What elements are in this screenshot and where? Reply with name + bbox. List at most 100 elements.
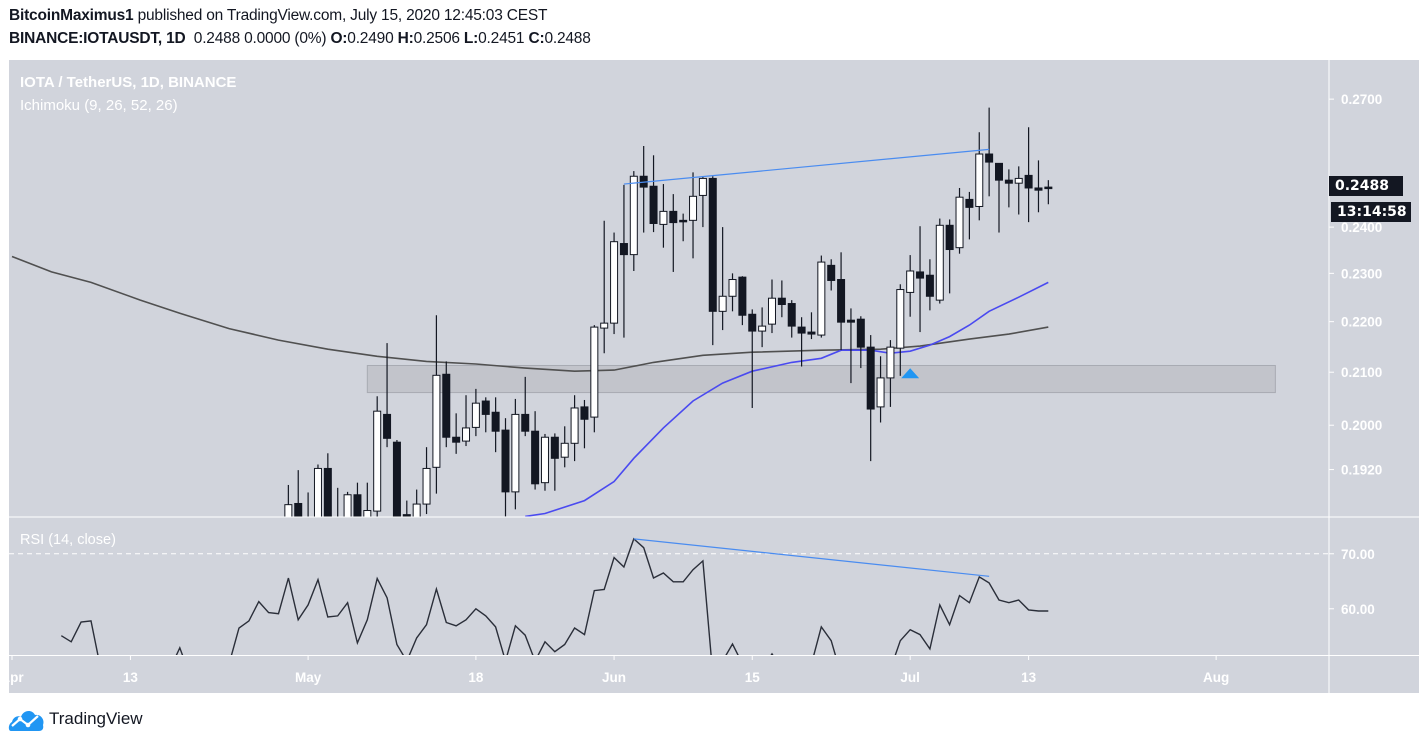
candle[interactable] xyxy=(1034,160,1043,213)
price-tick-label: 0.1920 xyxy=(1341,463,1382,478)
indicator-legend[interactable]: Ichimoku (9, 26, 52, 26) xyxy=(20,97,178,114)
candle[interactable] xyxy=(363,482,372,537)
candle[interactable] xyxy=(679,213,688,242)
rsi-trendline[interactable] xyxy=(633,538,990,577)
candle[interactable] xyxy=(1004,169,1013,208)
candle[interactable] xyxy=(777,280,786,318)
candle[interactable] xyxy=(373,396,382,521)
candle[interactable] xyxy=(323,453,332,533)
candle[interactable] xyxy=(442,361,451,448)
candle[interactable] xyxy=(945,219,954,294)
candle[interactable] xyxy=(649,155,658,233)
candle[interactable] xyxy=(392,439,401,531)
candle[interactable] xyxy=(698,176,707,228)
high-value: 0.2506 xyxy=(413,30,460,47)
candle[interactable] xyxy=(807,312,816,340)
candle[interactable] xyxy=(343,491,352,531)
candle[interactable] xyxy=(550,433,559,491)
rsi-pane[interactable] xyxy=(9,537,1329,702)
candle[interactable] xyxy=(294,470,303,534)
candle[interactable] xyxy=(738,276,747,326)
candle[interactable] xyxy=(689,172,698,259)
candle[interactable] xyxy=(511,398,520,510)
candle[interactable] xyxy=(432,315,441,494)
candle[interactable] xyxy=(876,356,885,423)
candle[interactable] xyxy=(787,300,796,338)
candle[interactable] xyxy=(728,273,737,312)
candle[interactable] xyxy=(797,317,806,367)
author-name[interactable]: BitcoinMaximus1 xyxy=(9,7,134,24)
triangle-up-marker-icon[interactable] xyxy=(901,368,920,379)
candle[interactable] xyxy=(570,395,579,462)
candle[interactable] xyxy=(935,218,944,304)
candle[interactable] xyxy=(619,184,628,338)
candle[interactable] xyxy=(501,418,510,517)
candle[interactable] xyxy=(767,279,776,334)
candle[interactable] xyxy=(1024,127,1033,223)
support-zone[interactable] xyxy=(366,364,1276,394)
indicator-line-2[interactable] xyxy=(525,281,1049,517)
candle[interactable] xyxy=(758,307,767,348)
candle-body-down xyxy=(945,224,954,251)
candle[interactable] xyxy=(866,335,875,462)
candle[interactable] xyxy=(896,284,905,376)
candle[interactable] xyxy=(669,194,678,272)
candle[interactable] xyxy=(659,184,668,248)
rsi-legend[interactable]: RSI (14, close) xyxy=(20,532,116,548)
candle[interactable] xyxy=(383,343,392,448)
candle-body-down xyxy=(669,210,678,224)
candle[interactable] xyxy=(965,191,974,240)
candle[interactable] xyxy=(521,376,530,437)
candle[interactable] xyxy=(629,171,638,271)
candle[interactable] xyxy=(925,259,934,311)
candle[interactable] xyxy=(491,397,500,453)
candle[interactable] xyxy=(422,447,431,515)
price-trendline[interactable] xyxy=(623,148,990,185)
candle[interactable] xyxy=(600,220,609,354)
chart-title[interactable]: IOTA / TetherUS, 1D, BINANCE xyxy=(20,74,237,91)
candle[interactable] xyxy=(334,487,341,540)
candle[interactable] xyxy=(610,232,619,335)
rsi-line[interactable] xyxy=(60,537,1049,702)
candle[interactable] xyxy=(540,433,549,491)
candle-body-up xyxy=(313,467,322,517)
candle[interactable] xyxy=(975,132,984,221)
candle[interactable] xyxy=(708,176,717,346)
candle[interactable] xyxy=(906,255,915,317)
candle[interactable] xyxy=(560,426,569,468)
time-tick-label: Aug xyxy=(1203,670,1229,685)
candle[interactable] xyxy=(353,482,362,534)
candle[interactable] xyxy=(462,395,471,447)
candle[interactable] xyxy=(471,388,480,437)
candle[interactable] xyxy=(1044,180,1053,205)
candle[interactable] xyxy=(955,187,964,254)
candle[interactable] xyxy=(827,259,836,291)
candle[interactable] xyxy=(718,227,727,331)
candle[interactable] xyxy=(856,316,865,369)
candle[interactable] xyxy=(531,411,540,490)
price-pane[interactable] xyxy=(11,107,1276,540)
candle[interactable] xyxy=(313,464,322,530)
candle-body-down xyxy=(619,243,628,256)
candle[interactable] xyxy=(452,413,461,454)
candle[interactable] xyxy=(590,325,599,433)
candle[interactable] xyxy=(402,500,411,525)
tradingview-logo[interactable]: TradingView xyxy=(8,706,143,732)
candle[interactable] xyxy=(995,162,1003,233)
candle[interactable] xyxy=(886,340,895,407)
candle[interactable] xyxy=(412,489,421,531)
candle[interactable] xyxy=(1014,166,1023,215)
candle[interactable] xyxy=(817,255,826,338)
candle-body-down xyxy=(748,313,757,332)
candle[interactable] xyxy=(846,308,855,384)
candle[interactable] xyxy=(481,397,490,433)
candle[interactable] xyxy=(837,252,846,351)
candle[interactable] xyxy=(985,107,994,197)
candle-body-up xyxy=(886,346,895,379)
candle[interactable] xyxy=(748,309,757,408)
candle[interactable] xyxy=(580,399,589,449)
candle[interactable] xyxy=(284,484,293,540)
candle[interactable] xyxy=(305,492,312,539)
candle[interactable] xyxy=(916,226,925,333)
